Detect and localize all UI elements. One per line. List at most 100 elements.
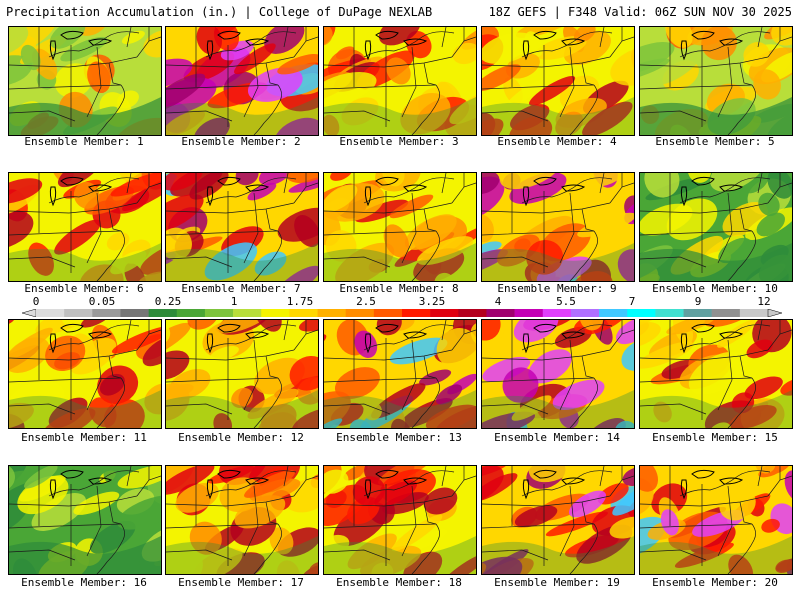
state-border <box>253 230 282 281</box>
ensemble-member-map <box>639 319 793 429</box>
ensemble-member-label: Ensemble Member: 15 <box>652 431 778 444</box>
state-border <box>717 339 733 411</box>
ensemble-member-label: Ensemble Member: 9 <box>497 282 617 295</box>
great-lake-outline <box>60 30 84 40</box>
great-lake-outline <box>60 469 84 479</box>
precip-contour <box>717 320 756 348</box>
state-border <box>48 31 140 58</box>
state-border <box>9 523 122 529</box>
ensemble-member-map <box>8 465 162 575</box>
ensemble-member-map <box>165 465 319 575</box>
state-border <box>569 523 598 574</box>
great-lake-outline <box>217 323 241 333</box>
precip-contour <box>497 234 540 267</box>
precip-map-svg <box>9 466 161 574</box>
great-lake-outline <box>533 469 557 479</box>
great-lake-outline <box>364 479 372 500</box>
precip-contour <box>449 87 476 125</box>
precip-contour <box>166 243 318 281</box>
precip-contour <box>166 390 318 428</box>
colorbar-tick-label: 3.25 <box>418 295 446 308</box>
state-border <box>136 182 161 204</box>
precip-contour <box>121 30 145 45</box>
great-lake-outline <box>245 38 270 46</box>
precip-contour <box>482 320 501 341</box>
precip-contour <box>166 322 191 360</box>
ensemble-member-map <box>639 465 793 575</box>
state-border <box>640 549 707 561</box>
precip-contour <box>213 413 233 428</box>
great-lake-outline <box>217 176 241 186</box>
state-border <box>9 230 122 236</box>
precip-contour <box>371 562 394 574</box>
precip-contour <box>408 529 448 551</box>
precip-map-svg <box>324 27 476 135</box>
precip-contour <box>111 325 161 354</box>
great-lake-outline <box>691 176 715 186</box>
state-border <box>205 177 297 204</box>
precip-contour <box>710 173 768 192</box>
precip-contour <box>9 327 53 360</box>
state-border <box>739 355 753 379</box>
precip-contour <box>235 173 259 186</box>
great-lake-outline <box>561 184 586 192</box>
great-lake-outline <box>364 333 372 354</box>
ensemble-member-label: Ensemble Member: 4 <box>497 135 617 148</box>
great-lake-outline <box>375 176 399 186</box>
precip-contour <box>482 556 523 574</box>
colorbar-swatch <box>92 309 121 317</box>
precip-contour <box>666 320 716 335</box>
ensemble-member-label: Ensemble Member: 12 <box>178 431 304 444</box>
precip-contour <box>610 45 634 86</box>
great-lake-outline <box>60 323 84 333</box>
precip-contour <box>378 27 421 46</box>
precip-contour <box>615 320 634 345</box>
precip-contour <box>110 250 147 275</box>
colorbar-tick-label: 5.5 <box>556 295 576 308</box>
precip-contour <box>142 336 161 367</box>
precip-map-svg <box>482 320 634 428</box>
precip-map-svg <box>9 173 161 281</box>
state-border <box>243 339 259 411</box>
great-lake-outline <box>561 38 586 46</box>
precip-contour <box>308 561 318 574</box>
precip-contour <box>435 384 463 405</box>
ensemble-member-label: Ensemble Member: 7 <box>181 282 301 295</box>
precip-contour <box>324 536 476 574</box>
great-lake-outline <box>88 184 113 192</box>
precip-contour <box>166 383 190 421</box>
precip-contour <box>482 97 634 135</box>
colorbar-swatch <box>176 309 206 317</box>
precip-contour <box>324 391 351 428</box>
state-border <box>451 329 476 351</box>
precip-contour <box>371 383 426 419</box>
precip-contour <box>482 536 634 574</box>
state-border <box>9 403 76 415</box>
state-border <box>599 320 605 341</box>
state-border <box>136 329 161 351</box>
state-border <box>265 355 279 379</box>
precip-contour <box>170 545 203 574</box>
state-border <box>559 339 575 411</box>
precip-contour <box>389 194 434 219</box>
precip-map-svg <box>324 320 476 428</box>
ensemble-member-map <box>481 26 635 136</box>
precip-contour <box>621 339 634 371</box>
precip-contour <box>324 114 340 135</box>
precip-contour <box>298 320 318 332</box>
colorbar-swatch <box>514 309 544 317</box>
state-border <box>126 320 132 341</box>
precip-contour <box>674 542 734 568</box>
precip-map-svg <box>640 320 792 428</box>
state-border <box>521 324 613 351</box>
precip-contour <box>244 470 295 498</box>
ensemble-member-label: Ensemble Member: 13 <box>336 431 462 444</box>
precip-contour <box>215 320 269 334</box>
precip-contour <box>35 320 99 335</box>
precip-contour <box>687 173 712 183</box>
colorbar-swatch <box>458 309 487 317</box>
ensemble-member-map <box>481 172 635 282</box>
precip-contour <box>775 559 792 574</box>
state-border <box>569 377 598 428</box>
state-border <box>679 177 771 204</box>
